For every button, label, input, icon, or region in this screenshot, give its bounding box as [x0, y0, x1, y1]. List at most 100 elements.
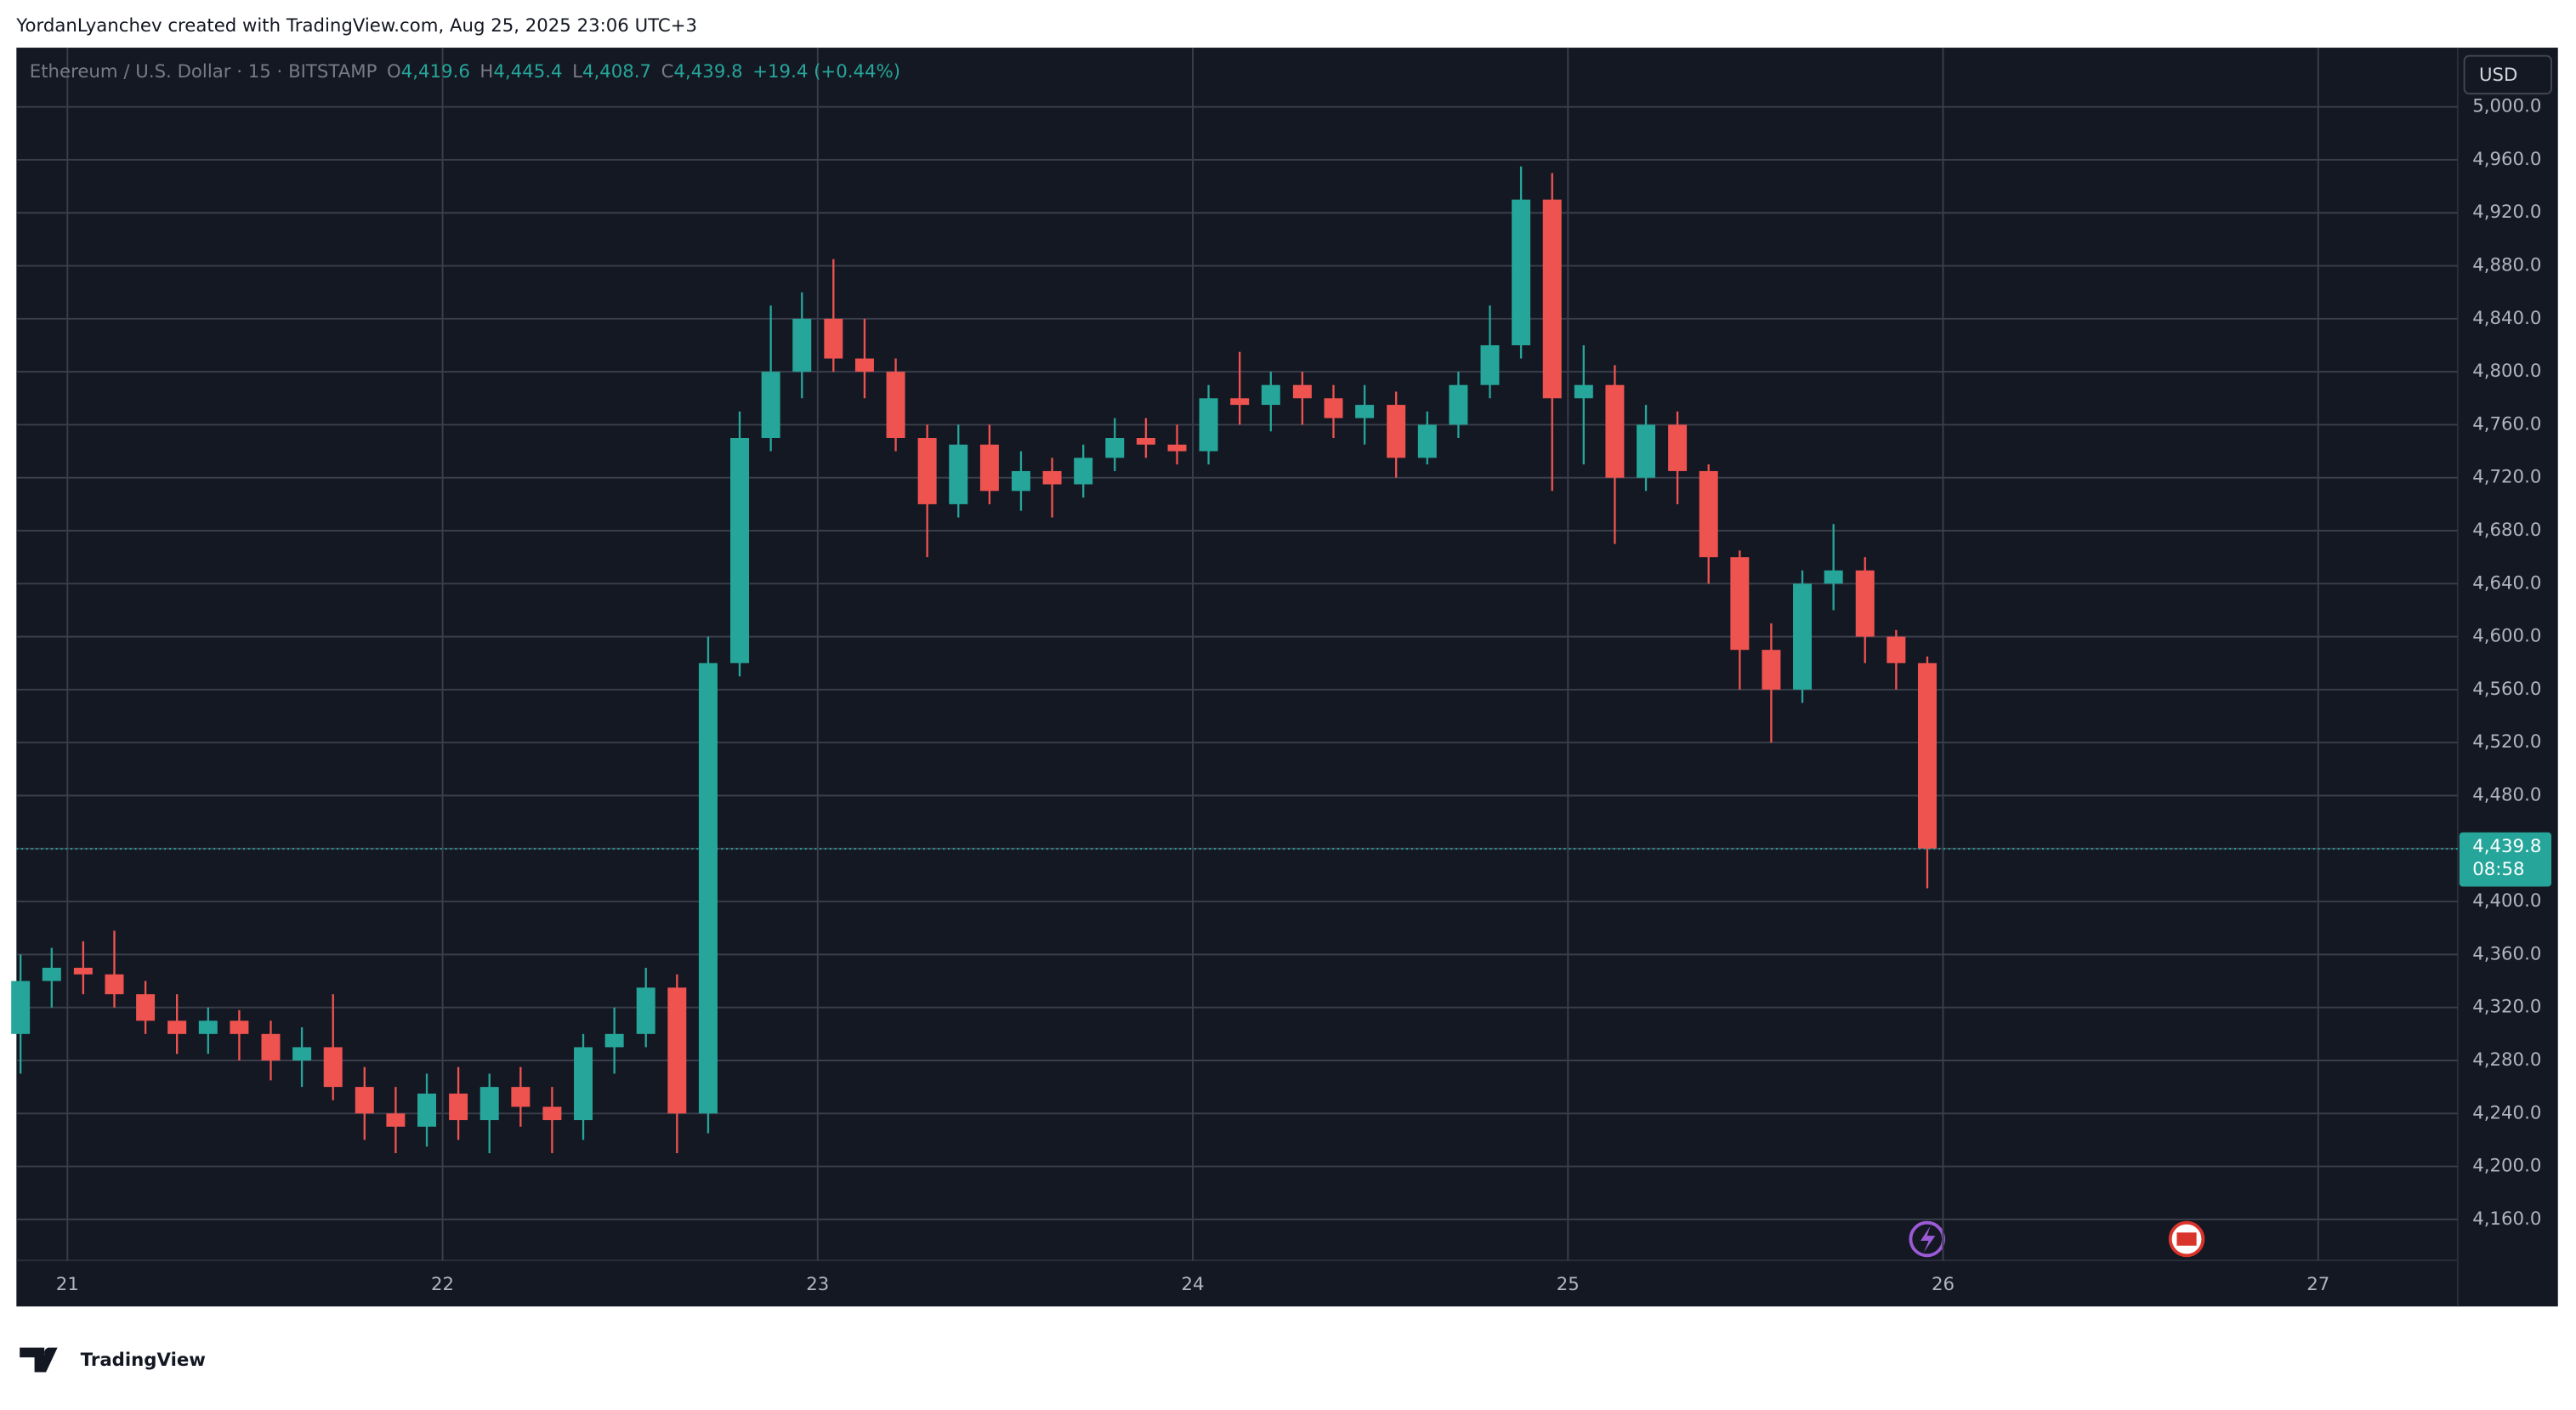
candle-body: [792, 318, 812, 372]
candle-body: [1824, 570, 1843, 584]
x-tick-label: 23: [806, 1274, 829, 1295]
credit: YordanLyanchev created with TradingView.…: [15, 15, 697, 37]
candle-body: [1324, 398, 1343, 418]
y-tick-label: 4,640.0: [2472, 572, 2541, 594]
y-tick-label: 4,280.0: [2472, 1049, 2541, 1071]
y-tick-label: 4,240.0: [2472, 1102, 2541, 1123]
candle-body: [1011, 470, 1030, 492]
candle-body: [230, 1021, 249, 1034]
x-tick-label: 22: [431, 1274, 454, 1295]
candle-body: [105, 974, 124, 995]
y-tick-label: 4,760.0: [2472, 413, 2541, 435]
ohlc-key: C: [661, 61, 674, 82]
candle-body: [1668, 424, 1688, 471]
x-tick-label: 21: [56, 1274, 79, 1295]
candle-body: [167, 1021, 187, 1034]
candle-body: [574, 1047, 593, 1121]
candle-body: [42, 967, 61, 981]
candle-body: [886, 372, 905, 439]
candle-body: [1355, 405, 1375, 418]
last-price-tag: [2459, 832, 2552, 887]
candle-body: [1387, 405, 1406, 458]
candle-body: [1074, 458, 1093, 485]
ohlc-value: 4,439.8: [674, 61, 743, 82]
y-tick-label: 4,200.0: [2472, 1156, 2541, 1177]
candle-body: [1261, 384, 1280, 406]
ohlc-key: L: [572, 61, 582, 82]
change: +19.4 (+0.44%): [752, 61, 900, 82]
y-tick-label: 4,920.0: [2472, 202, 2541, 223]
candle-body: [917, 438, 937, 504]
currency-box[interactable]: [2463, 54, 2552, 95]
candle-body: [1230, 398, 1250, 406]
ohlc-key: H: [479, 61, 493, 82]
countdown: 08:58: [2472, 859, 2524, 880]
candle-body: [1574, 384, 1593, 399]
candle-body: [636, 987, 655, 1034]
candle-body: [73, 967, 93, 975]
chart-background: [16, 48, 2558, 1307]
x-tick-label: 26: [1932, 1274, 1955, 1295]
candle-body: [1605, 384, 1625, 478]
y-tick-label: 4,400.0: [2472, 890, 2541, 912]
candle-body: [1042, 470, 1062, 485]
x-tick-label: 27: [2306, 1274, 2329, 1295]
y-tick-label: 5,000.0: [2472, 96, 2541, 117]
candle-body: [949, 444, 968, 504]
candle-body: [1292, 384, 1312, 399]
candle-body: [1855, 570, 1875, 637]
candle-body: [1730, 557, 1750, 651]
y-tick-label: 4,360.0: [2472, 943, 2541, 964]
currency: USD: [2479, 65, 2517, 86]
candle-body: [761, 372, 780, 439]
candle-body: [542, 1106, 562, 1121]
ohlc-value: 4,445.4: [493, 61, 562, 82]
candle-body: [511, 1087, 531, 1107]
candle-body: [667, 987, 687, 1114]
y-tick-label: 4,480.0: [2472, 785, 2541, 806]
y-tick-label: 4,840.0: [2472, 308, 2541, 329]
legend-title: Ethereum / U.S. Dollar · 15 · BITSTAMP: [30, 61, 377, 82]
candle-body: [1167, 444, 1187, 452]
candle-body: [1449, 384, 1468, 425]
candle-body: [1512, 199, 1531, 345]
candle-body: [604, 1033, 624, 1048]
legend: Ethereum / U.S. Dollar · 15 · BITSTAMP O4…: [30, 61, 900, 82]
candle-body: [1136, 438, 1155, 445]
candle-body: [11, 981, 31, 1034]
candle-body: [1105, 438, 1125, 458]
y-tick-label: 4,720.0: [2472, 467, 2541, 488]
candle-body: [698, 662, 718, 1114]
candle-body: [1480, 344, 1500, 385]
ohlc-value: 4,419.6: [401, 61, 470, 82]
y-tick-label: 4,600.0: [2472, 626, 2541, 647]
candle-body: [1793, 583, 1813, 690]
y-tick-label: 4,320.0: [2472, 997, 2541, 1018]
y-tick-label: 4,880.0: [2472, 255, 2541, 276]
event-icon-bolt: [1920, 1225, 1936, 1253]
flag-icon: [2176, 1232, 2197, 1246]
candle-body: [386, 1113, 406, 1127]
candle-body: [323, 1047, 343, 1088]
candle-body: [1699, 470, 1718, 558]
candle-body: [979, 444, 999, 492]
candle-body: [824, 318, 843, 359]
ohlc-key: O: [387, 61, 401, 82]
brand: TradingView: [81, 1350, 206, 1371]
candle-body: [1542, 199, 1562, 399]
last-price-label: 4,439.8: [2472, 836, 2541, 857]
y-tick-label: 4,560.0: [2472, 679, 2541, 700]
candle-body: [417, 1093, 437, 1127]
candle-body: [1637, 424, 1656, 478]
candle-body: [136, 994, 156, 1021]
y-tick-label: 4,680.0: [2472, 520, 2541, 541]
y-tick-label: 4,800.0: [2472, 361, 2541, 382]
y-tick-label: 4,160.0: [2472, 1208, 2541, 1230]
x-tick-label: 24: [1182, 1274, 1205, 1295]
candle-body: [261, 1033, 281, 1060]
x-tick-label: 25: [1557, 1274, 1580, 1295]
y-tick-label: 4,960.0: [2472, 149, 2541, 170]
candle-body: [479, 1087, 499, 1121]
